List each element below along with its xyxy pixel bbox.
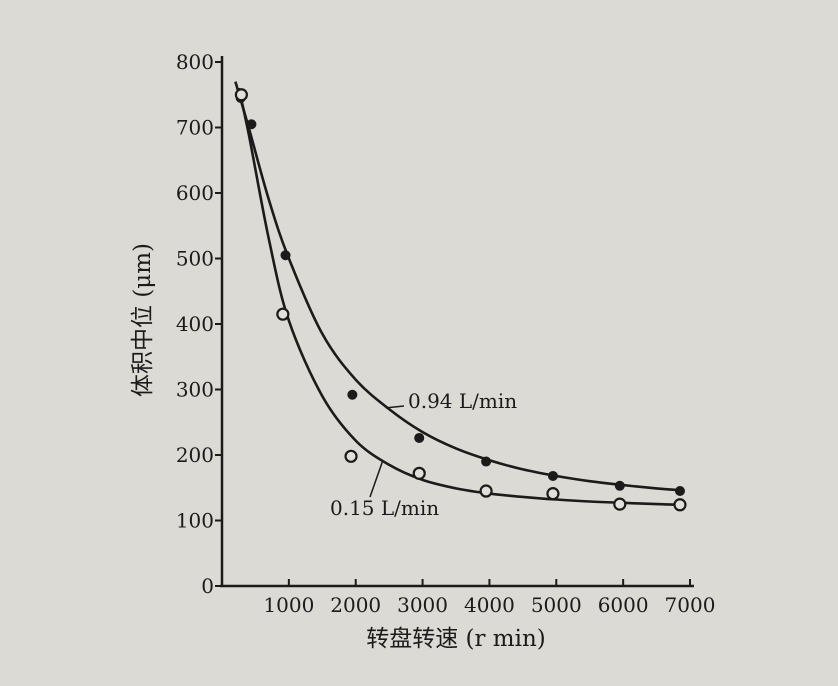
series-label-leaders xyxy=(369,405,405,498)
series-094-point xyxy=(246,119,257,130)
series-094-point xyxy=(347,389,358,400)
x-axis-title: 转盘转速 (r min) xyxy=(366,626,546,652)
series-label-015: 0.15 L/min xyxy=(330,496,439,520)
x-tick-label: 6000 xyxy=(598,593,649,617)
leader-094 xyxy=(385,405,405,409)
y-tick-label: 800 xyxy=(176,50,214,74)
y-tick-label: 400 xyxy=(176,312,214,336)
y-tick-label: 600 xyxy=(176,181,214,205)
y-tick-label: 700 xyxy=(176,116,214,140)
x-ticks: 1000 2000 3000 4000 5000 6000 7000 xyxy=(263,579,715,617)
y-ticks: 0 100 200 300 400 500 600 700 800 xyxy=(176,50,222,598)
series-015-point xyxy=(234,88,248,102)
series-015-point xyxy=(479,484,493,498)
x-tick-label: 1000 xyxy=(263,593,314,617)
x-tick-label: 3000 xyxy=(397,593,448,617)
series-015-point xyxy=(673,498,687,512)
series-015-curve xyxy=(237,87,684,507)
y-tick-label: 0 xyxy=(201,574,214,598)
series-label-094: 0.94 L/min xyxy=(408,389,517,413)
series-015-point xyxy=(276,307,290,321)
leader-015 xyxy=(369,461,384,498)
axes xyxy=(220,56,694,588)
x-tick-label: 7000 xyxy=(665,593,716,617)
x-tick-label: 2000 xyxy=(330,593,381,617)
series-094-point xyxy=(280,250,291,261)
y-axis-title: 体积中位 (μm) xyxy=(130,243,156,397)
series-094-curve xyxy=(234,81,684,492)
series-094-point xyxy=(481,456,492,467)
y-tick-label: 300 xyxy=(176,378,214,402)
y-tick-label: 500 xyxy=(176,247,214,271)
series-curves xyxy=(234,81,684,507)
series-094-point xyxy=(674,486,685,497)
series-markers xyxy=(234,88,687,512)
series-094-point xyxy=(414,432,425,443)
x-tick-label: 5000 xyxy=(531,593,582,617)
y-tick-label: 200 xyxy=(176,443,214,467)
series-015-point xyxy=(344,449,358,463)
series-015-point xyxy=(412,466,426,480)
series-094-point xyxy=(547,470,558,481)
series-094-point xyxy=(614,480,625,491)
x-tick-label: 4000 xyxy=(464,593,515,617)
series-015-point xyxy=(613,497,627,511)
series-015-point xyxy=(546,487,560,501)
y-tick-label: 100 xyxy=(176,509,214,533)
